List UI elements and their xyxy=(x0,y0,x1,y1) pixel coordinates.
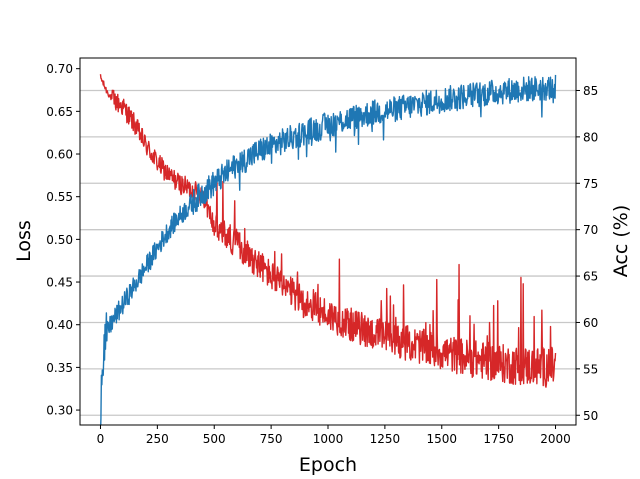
x-tick-label-2: 500 xyxy=(203,432,226,446)
x-tick-label-6: 1500 xyxy=(426,432,457,446)
left-y-tick-label-0: 0.30 xyxy=(46,404,73,418)
x-tick-label-5: 1250 xyxy=(370,432,401,446)
left-y-tick-label-7: 0.65 xyxy=(46,105,73,119)
left-y-tick-label-8: 0.70 xyxy=(46,62,73,76)
series-layer xyxy=(99,74,557,425)
left-y-tick-label-5: 0.55 xyxy=(46,190,73,204)
right-y-tick-label-6: 80 xyxy=(583,130,598,144)
x-tick-label-1: 250 xyxy=(146,432,169,446)
right-y-tick-label-5: 75 xyxy=(583,177,598,191)
left-y-tick-label-2: 0.40 xyxy=(46,318,73,332)
x-axis-title: Epoch xyxy=(299,454,357,476)
loss-series-line xyxy=(99,74,557,388)
right-y-tick-label-0: 50 xyxy=(583,409,598,423)
x-tick-label-8: 2000 xyxy=(540,432,571,446)
left-y-tick-label-4: 0.50 xyxy=(46,233,73,247)
x-axis: 0 250 500 750 1000 1250 1500 1750 2000 xyxy=(97,425,571,446)
right-y-tick-label-2: 60 xyxy=(583,316,598,330)
right-y-tick-label-4: 70 xyxy=(583,223,598,237)
x-tick-label-0: 0 xyxy=(97,432,105,446)
x-tick-label-4: 1000 xyxy=(313,432,344,446)
accuracy-series-line xyxy=(100,74,557,425)
right-y-tick-label-7: 85 xyxy=(583,84,598,98)
right-y-tick-label-1: 55 xyxy=(583,362,598,376)
right-y-tick-label-3: 65 xyxy=(583,270,598,284)
left-y-axis: 0.30 0.35 0.40 0.45 0.50 0.55 0.60 0.65 0.70 xyxy=(46,62,80,418)
x-tick-label-7: 1750 xyxy=(483,432,514,446)
plot-area xyxy=(99,74,557,425)
left-y-axis-title: Loss xyxy=(13,220,35,262)
right-y-axis-title: Acc (%) xyxy=(610,205,632,277)
x-tick-label-3: 750 xyxy=(260,432,283,446)
right-y-axis: 50 55 60 65 70 75 80 85 xyxy=(576,84,598,423)
left-y-tick-label-1: 0.35 xyxy=(46,361,73,375)
left-y-tick-label-6: 0.60 xyxy=(46,148,73,162)
left-y-tick-label-3: 0.45 xyxy=(46,276,73,290)
